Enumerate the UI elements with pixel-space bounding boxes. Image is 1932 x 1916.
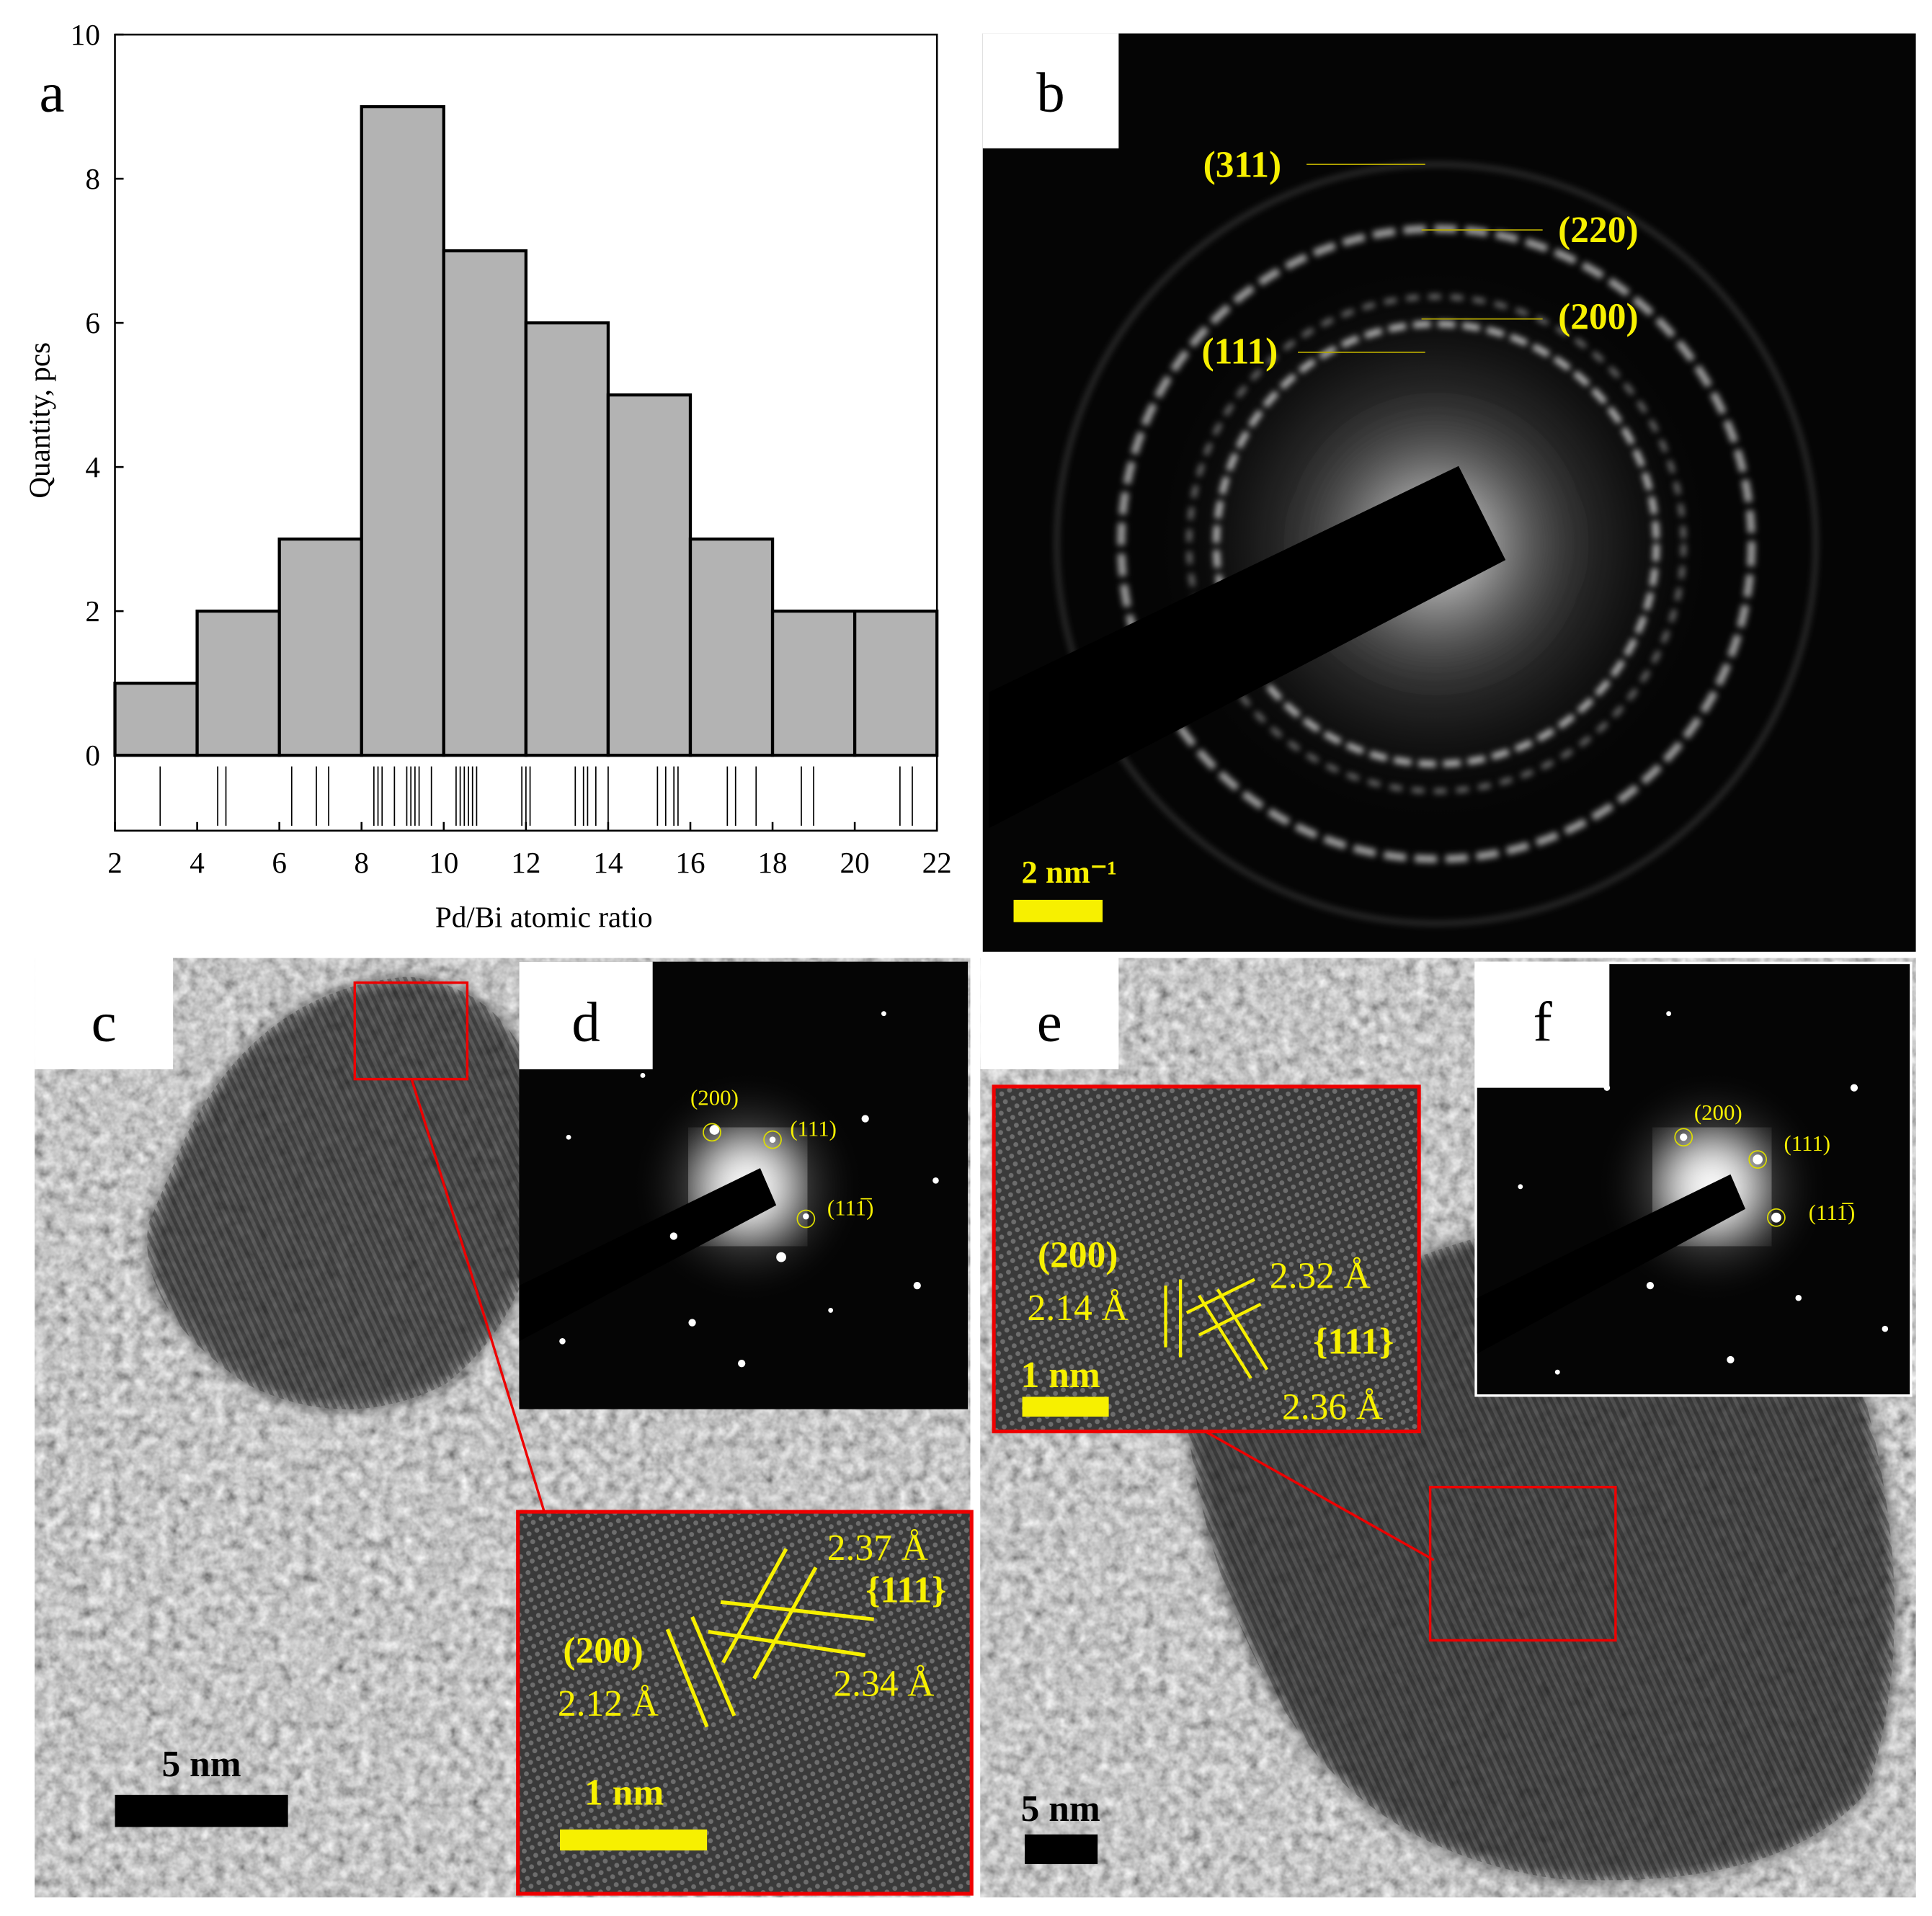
y-tick-label: 0 (85, 739, 100, 772)
bar (606, 393, 693, 757)
spacing-label: 2.34 Å (833, 1664, 934, 1705)
x-tick-label: 16 (675, 846, 705, 879)
spacing-label: 2.12 Å (558, 1683, 659, 1724)
y-tick-label: 2 (85, 594, 100, 628)
bar (113, 682, 199, 757)
bar (277, 537, 363, 757)
panel-label: b (1036, 61, 1064, 124)
panel-label: c (92, 991, 117, 1053)
y-tick-label: 10 (71, 18, 100, 51)
bar (688, 537, 775, 757)
y-tick-label: 8 (85, 162, 100, 195)
x-tick-label: 6 (272, 846, 287, 879)
diffraction-b: b (311) (220) (200) (111) 2 nm⁻¹ (982, 33, 1916, 952)
reflection-label: (220) (1558, 210, 1638, 251)
zoom-inset-c: 2.37 Å {111} (200) 2.12 Å 2.34 Å 1 nm (516, 1510, 974, 1896)
x-tick-label: 8 (354, 846, 369, 879)
plane-label: (200) (1038, 1234, 1118, 1275)
scale-bar-label: 5 nm (1021, 1788, 1100, 1830)
x-tick-label: 10 (429, 846, 458, 879)
reflection-label: (111) (1202, 331, 1278, 372)
reflection-label: (111̅) (1809, 1200, 1856, 1225)
reflection-label: (111) (790, 1116, 837, 1141)
scale-bar-label: 2 nm⁻¹ (1022, 854, 1117, 890)
panel-label: d (571, 991, 600, 1053)
y-axis-label: Quantity, pcs (23, 342, 56, 499)
spacing-label: 2.32 Å (1270, 1256, 1371, 1297)
bar (524, 321, 610, 757)
x-tick-label: 2 (107, 846, 123, 879)
x-tick-label: 20 (840, 846, 870, 879)
zoom-inset-e: (200) 2.14 Å 2.32 Å {111} 1 nm 2.36 Å (992, 1084, 1421, 1434)
panel-label: e (1037, 991, 1062, 1053)
x-tick-label: 4 (190, 846, 205, 879)
x-axis-label: Pd/Bi atomic ratio (435, 901, 653, 934)
x-tick-label: 18 (757, 846, 787, 879)
reflection-label: (200) (1694, 1100, 1742, 1125)
bar (360, 104, 445, 757)
panel-label: f (1533, 991, 1553, 1053)
bar (195, 609, 281, 757)
scale-bar-label: 1 nm (1021, 1355, 1100, 1396)
family-label: {111} (1313, 1321, 1394, 1362)
tem-image-c: c 5 nm (35, 958, 971, 1898)
x-tick-label: 14 (593, 846, 623, 879)
y-tick-label: 4 (85, 450, 100, 484)
spacing-label: 2.36 Å (1282, 1386, 1383, 1427)
bar (853, 609, 939, 757)
reflection-label: (111̅) (827, 1195, 874, 1220)
y-tick-label: 6 (85, 306, 100, 339)
family-label: {111} (865, 1569, 946, 1610)
plane-label: (200) (563, 1630, 643, 1671)
panel-label: a (40, 61, 65, 124)
spacing-label: 2.37 Å (827, 1528, 928, 1569)
reflection-label: (200) (1558, 296, 1638, 337)
spacing-label: 2.14 Å (1028, 1288, 1129, 1329)
scale-bar-label: 5 nm (162, 1744, 241, 1785)
reflection-label: (200) (690, 1085, 739, 1110)
scale-bar-label: 1 nm (584, 1773, 664, 1814)
diffraction-f: f (200) (111) (111̅) (1474, 961, 1913, 1397)
x-tick-label: 12 (511, 846, 540, 879)
histogram-panel: a Quantity, pcs Pd/Bi atomic ratio 0 2 4 6 8… (23, 18, 952, 934)
bar (442, 249, 528, 757)
bar (770, 609, 857, 757)
reflection-label: (311) (1203, 144, 1282, 185)
diffraction-d: d (200) (111) (111̅) (519, 961, 969, 1409)
reflection-label: (111) (1784, 1131, 1830, 1156)
x-tick-label: 22 (922, 846, 952, 879)
